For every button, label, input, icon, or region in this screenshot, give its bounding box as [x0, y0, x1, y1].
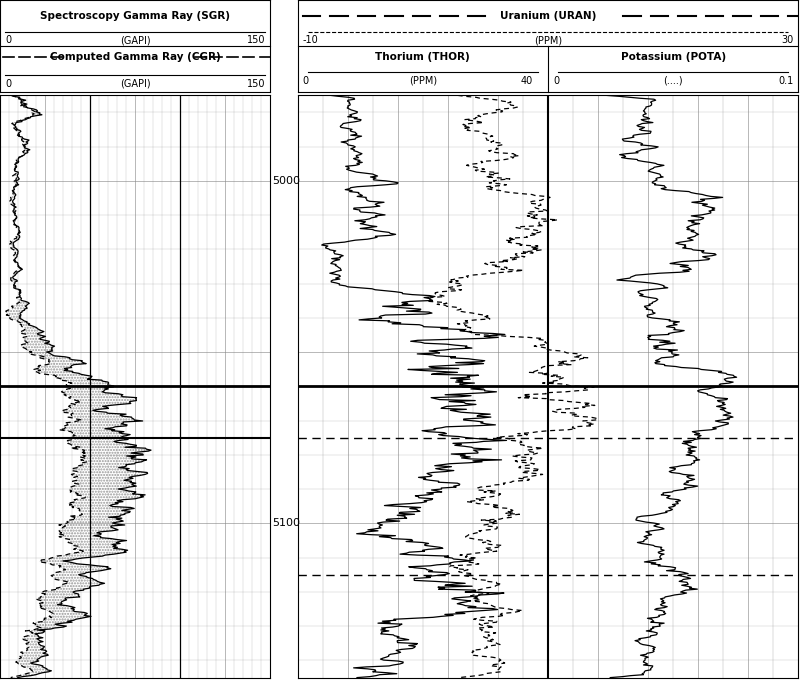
Text: Computed Gamma Ray (CGR): Computed Gamma Ray (CGR)	[50, 52, 221, 62]
Text: 150: 150	[246, 79, 265, 89]
Text: (PPM): (PPM)	[534, 35, 562, 46]
Text: (....): (....)	[663, 76, 683, 86]
Text: 0: 0	[553, 76, 559, 86]
Text: 5000: 5000	[272, 176, 300, 186]
Text: 40: 40	[521, 76, 533, 86]
Text: (GAPI): (GAPI)	[120, 79, 150, 89]
Text: 30: 30	[781, 35, 794, 46]
Text: Uranium (URAN): Uranium (URAN)	[500, 11, 596, 20]
Text: (PPM): (PPM)	[409, 76, 437, 86]
Text: 150: 150	[246, 35, 265, 46]
Text: 0.1: 0.1	[778, 76, 794, 86]
Text: 0: 0	[302, 76, 309, 86]
Text: Potassium (POTA): Potassium (POTA)	[621, 52, 726, 62]
Text: Thorium (THOR): Thorium (THOR)	[375, 52, 470, 62]
Text: (GAPI): (GAPI)	[120, 35, 150, 46]
Text: 0: 0	[6, 35, 11, 46]
Text: Spectroscopy Gamma Ray (SGR): Spectroscopy Gamma Ray (SGR)	[40, 11, 230, 20]
Text: 5100: 5100	[272, 518, 300, 528]
Text: 0: 0	[6, 79, 11, 89]
Text: -10: -10	[302, 35, 318, 46]
